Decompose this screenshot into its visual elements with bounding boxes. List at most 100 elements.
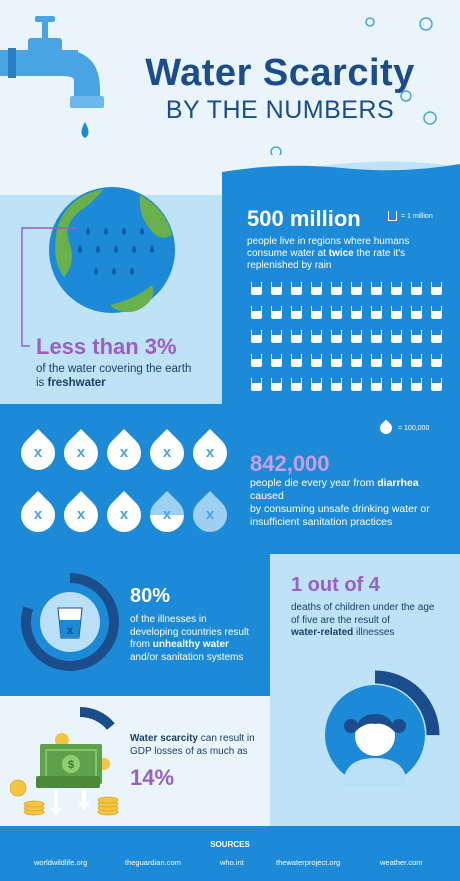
population-desc-line3: replenished by rain: [247, 260, 332, 271]
source-link[interactable]: who.int: [220, 858, 244, 867]
cup-icon: [251, 330, 262, 343]
cup-icon: [351, 330, 362, 343]
sources-footer: SOURCES worldwildlife.org theguardian.co…: [0, 826, 460, 881]
source-link[interactable]: worldwildlife.org: [34, 858, 88, 867]
illnesses-desc: of the illnesses in developing countries…: [130, 614, 265, 664]
drop-x-mark: x: [119, 506, 129, 523]
cup-icon: [431, 282, 442, 295]
earth-icon: [49, 187, 175, 313]
children-desc-line1: deaths of children under the age: [291, 602, 435, 613]
cup-icon: [311, 378, 322, 391]
drop-x-mark: x: [205, 506, 215, 523]
cup-icon: [351, 378, 362, 391]
cup-legend-icon: [388, 211, 397, 221]
gdp-stat: 14%: [130, 765, 175, 790]
cup-icon: [251, 306, 262, 319]
money-icon: $: [10, 733, 119, 816]
sources-heading: SOURCES: [210, 840, 250, 849]
diarrhea-desc-line2: by consuming unsafe drinking water or: [250, 503, 430, 515]
panel-wave: [222, 164, 460, 180]
source-link[interactable]: thewaterproject.org: [276, 858, 341, 867]
cup-icon: [271, 378, 282, 391]
illnesses-desc-line4: and/or sanitation systems: [130, 651, 244, 663]
drop-x-mark: x: [33, 444, 43, 461]
cup-icon: [331, 306, 342, 319]
cup-icon: [371, 282, 382, 295]
population-legend: = 1 million: [388, 211, 433, 221]
cup-icon: [271, 354, 282, 367]
freshwater-desc-line2: is freshwater: [36, 377, 106, 389]
children-desc-line2: of five are the result of: [291, 614, 390, 626]
cup-icon: [411, 282, 422, 295]
child-ring: [310, 670, 440, 800]
water-drop-icon: x: [56, 428, 106, 478]
water-drop-icon: x: [142, 490, 192, 540]
cup-icon: [311, 282, 322, 295]
cup-icon: [291, 330, 302, 343]
cup-icon: [271, 330, 282, 343]
diarrhea-desc-line1: people die every year from diarrhea caus…: [250, 477, 419, 502]
diarrhea-legend: = 100,000: [377, 419, 429, 437]
water-drop-icon: x: [185, 428, 235, 478]
cup-icon: [411, 330, 422, 343]
cup-icon: [371, 354, 382, 367]
cup-icon: [371, 378, 382, 391]
cup-icon: [391, 306, 402, 319]
gdp-desc: Water scarcity can result in GDP losses …: [130, 733, 265, 758]
water-drop-icon: x: [13, 428, 63, 478]
cup-icon: [291, 282, 302, 295]
water-drop-icon: x: [185, 490, 235, 540]
cup-icon: [351, 354, 362, 367]
cup-icon: [351, 306, 362, 319]
diarrhea-stat: 842,000: [250, 451, 330, 476]
source-link[interactable]: theguardian.com: [125, 858, 181, 867]
water-drop-icon: x: [13, 490, 63, 540]
illnesses-desc-line3: from unhealthy water: [130, 639, 229, 650]
population-desc-line1: people live in regions where humans: [247, 236, 410, 247]
cup-icon: [391, 330, 402, 343]
callout-line: [21, 227, 78, 347]
page-subtitle: BY THE NUMBERS: [165, 96, 395, 124]
cup-icon: [311, 330, 322, 343]
water-drop-icon: x: [142, 428, 192, 478]
illness-ring: x: [21, 573, 119, 671]
illnesses-desc-line1: of the illnesses in: [130, 614, 207, 625]
population-stat: 500 million: [247, 206, 361, 231]
cup-icon: [331, 330, 342, 343]
cup-icon: [331, 282, 342, 295]
drop-x-mark: x: [162, 506, 172, 523]
drop-x-mark: x: [33, 506, 43, 523]
cup-icon: [431, 354, 442, 367]
freshwater-desc-line1: of the water covering the earth: [36, 363, 192, 375]
cup-icon: [251, 282, 262, 295]
cup-icon: [291, 354, 302, 367]
drop-x-mark: x: [119, 444, 129, 461]
cup-icon: [431, 306, 442, 319]
cup-icon: [331, 378, 342, 391]
freshwater-desc: of the water covering the earth is fresh…: [36, 362, 226, 390]
money-ring: [35, 707, 125, 760]
freshwater-stat: Less than 3%: [36, 334, 177, 359]
gdp-desc-line1: Water scarcity can result in: [130, 733, 255, 744]
cup-icon: [271, 282, 282, 295]
drop-legend-icon: [377, 419, 395, 437]
illnesses-stat: 80%: [130, 585, 171, 607]
drop-x-mark: x: [76, 444, 86, 461]
source-link[interactable]: weather.com: [380, 858, 423, 867]
cup-icon: [351, 282, 362, 295]
cup-grid: [247, 278, 447, 398]
water-drop-icon: x: [99, 490, 149, 540]
diarrhea-desc-line3: insufficient sanitation practices: [250, 516, 393, 528]
children-desc: deaths of children under the age of five…: [291, 602, 456, 640]
population-desc-line2: consume water at twice the rate it's: [247, 248, 406, 259]
svg-text:x: x: [67, 623, 74, 637]
cup-icon: [431, 378, 442, 391]
diarrhea-desc: people die every year from diarrhea caus…: [250, 477, 455, 529]
cup-icon: [411, 378, 422, 391]
gdp-desc-line2: GDP losses of as much as: [130, 745, 248, 757]
faucet-icon: [0, 16, 108, 174]
cup-icon: [391, 378, 402, 391]
cup-icon: [411, 354, 422, 367]
bubbles-decoration: [270, 17, 437, 158]
drop-x-mark: x: [76, 506, 86, 523]
